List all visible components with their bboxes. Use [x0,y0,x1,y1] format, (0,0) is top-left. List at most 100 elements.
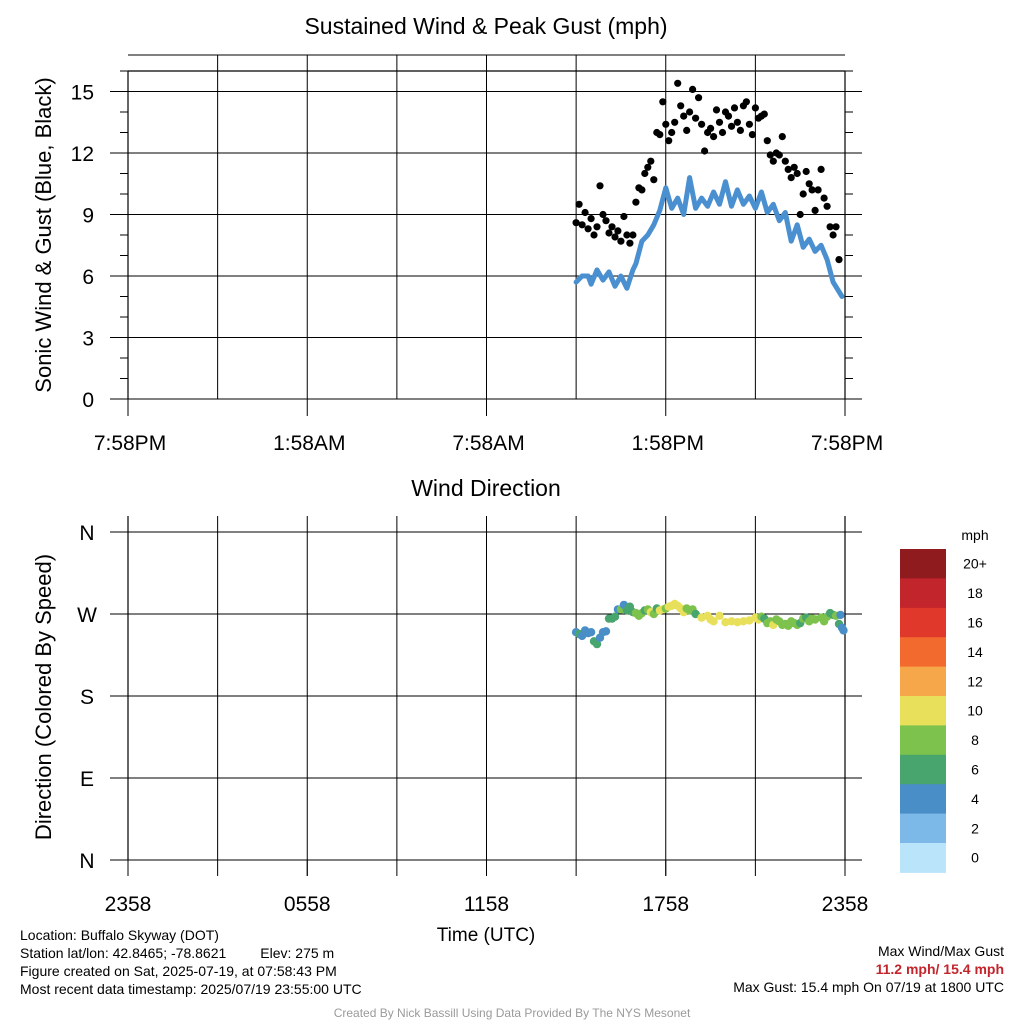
gust-point [751,104,760,112]
bottom-y-axis-label: Direction (Colored By Speed) [31,554,56,840]
latlon-text: Station lat/lon: 42.8465; -78.8621 [20,945,227,961]
colorbar-label: 20+ [963,556,987,572]
bottom-y-tick-label: S [80,686,94,709]
max-values: 11.2 mph/ 15.4 mph [875,961,1004,977]
bottom-chart-title: Wind Direction [411,475,561,501]
colorbar-label: 8 [971,732,979,748]
gust-point [742,98,751,106]
colorbar-swatch [900,607,946,638]
gust-point [632,198,640,206]
gust-point [769,157,777,165]
gust-point [793,169,801,178]
gust-point [680,112,688,120]
gust-point [581,208,589,217]
gust-point [590,231,598,239]
gust-point [638,186,646,194]
recent-data-text: Most recent data timestamp: 2025/07/19 2… [20,981,362,997]
bottom-y-tick-label: W [77,604,97,627]
colorbar-label: 0 [971,850,979,866]
sustained-wind-line [573,175,845,299]
gust-point [695,94,703,102]
top-y-tick-label: 15 [71,82,94,105]
gust-point [787,174,795,182]
gust-point [605,229,613,237]
gust-point [766,151,774,159]
direction-point [709,617,718,626]
bottom-x-tick-label: 1158 [464,893,509,916]
gust-point [796,210,804,219]
gust-point [608,223,616,231]
gust-point [596,182,604,190]
gust-point [599,210,607,219]
colorbar-label: 6 [971,762,979,778]
gust-point [674,79,682,87]
gust-point [614,227,622,235]
top-axes: 0 3 6 9 12 15 7:58PM 1:58AM 7:58AM 1:58PM 7:58PM [71,70,883,455]
colorbar-label: 18 [967,585,983,601]
gust-point [587,215,595,223]
gust-point [686,108,694,116]
gust-point [808,186,816,194]
colorbar-swatch [900,754,946,785]
top-y-tick-label: 9 [82,205,94,228]
colorbar-swatch [900,578,946,609]
gust-point [718,128,727,137]
top-x-tick-label: 7:58PM [94,432,166,455]
top-panel: Sustained Wind & Peak Gust (mph) Sonic W… [31,13,883,455]
gust-point [650,176,658,184]
top-x-tick-label: 1:58AM [273,432,345,455]
bottom-y-tick-label: N [79,850,94,873]
gust-point [701,147,709,155]
gust-point [629,231,637,239]
top-y-tick-label: 3 [82,328,94,351]
bottom-y-tick-label: E [80,768,94,791]
gust-point [712,106,721,114]
gust-point [617,237,625,245]
gust-point [748,131,757,139]
colorbar-label: 2 [971,820,979,836]
gust-point [778,133,786,141]
gust-point [760,110,768,118]
gust-point [799,190,807,198]
gust-point [659,98,667,106]
colorbar-label: 12 [967,673,983,689]
gust-point [644,163,652,171]
colorbar-label: 14 [967,644,983,660]
gust-point [575,200,583,208]
gust-point [763,137,771,145]
colorbar-swatch [900,696,946,726]
colorbar-swatch [900,549,946,579]
top-series-layer [572,79,845,299]
latlon-row: Station lat/lon: 42.8465; -78.8621 Elev: … [20,944,362,962]
top-chart-title: Sustained Wind & Peak Gust (mph) [304,13,667,39]
colorbar-swatch [900,784,946,815]
gust-point [727,122,736,130]
footer-left: Location: Buffalo Skyway (DOT) Station l… [20,926,362,998]
top-y-tick-label: 0 [82,389,94,412]
gust-point [710,133,718,141]
footer-right: Max Wind/Max Gust 11.2 mph/ 15.4 mph Max… [733,942,1004,996]
gust-point [662,120,670,128]
speed-colorbar: mph 20+ 18 16 14 12 10 8 6 4 2 0 [900,527,989,873]
gust-point [611,233,619,241]
bottom-x-tick-label: 2358 [822,893,869,916]
created-text: Figure created on Sat, 2025-07-19, at 07… [20,963,337,979]
gust-point [677,102,685,110]
top-y-tick-label: 12 [71,143,94,166]
bottom-x-tick-label: 1758 [642,893,689,916]
colorbar-swatch [900,813,946,844]
bottom-x-tick-label: 0558 [284,893,331,916]
gust-point [668,128,676,137]
gust-point [826,223,834,231]
direction-point [586,628,596,637]
gust-point [733,118,742,126]
gust-point [641,169,649,178]
colorbar-swatch [900,725,946,756]
top-x-tick-label: 7:58PM [811,432,883,455]
colorbar-title: mph [961,527,988,543]
gust-point [665,137,673,145]
gust-point [626,239,634,247]
top-grid [110,54,862,400]
gust-point [835,256,843,264]
